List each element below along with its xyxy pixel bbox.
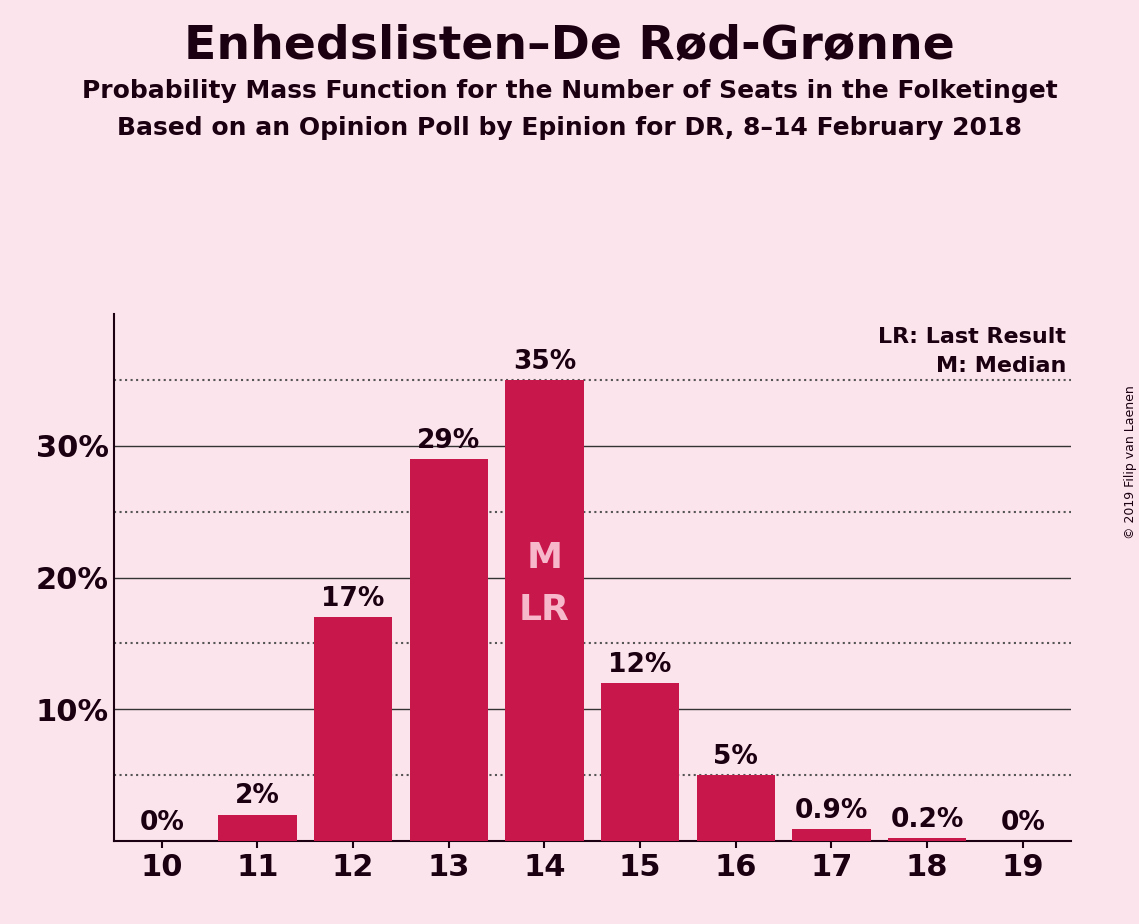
Bar [793, 829, 870, 841]
Bar [219, 815, 296, 841]
Bar [506, 380, 583, 841]
Bar [888, 838, 966, 841]
Text: 0.9%: 0.9% [795, 797, 868, 823]
Text: LR: Last Result: LR: Last Result [878, 327, 1066, 347]
Text: 2%: 2% [235, 784, 280, 809]
Text: 35%: 35% [513, 348, 576, 375]
Bar [410, 459, 487, 841]
Bar [601, 683, 679, 841]
Text: LR: LR [519, 593, 570, 627]
Text: M: M [526, 541, 563, 575]
Bar [314, 617, 392, 841]
Text: M: Median: M: Median [935, 357, 1066, 376]
Bar [697, 775, 775, 841]
Text: 29%: 29% [417, 428, 481, 454]
Text: 17%: 17% [321, 586, 385, 612]
Text: 0%: 0% [139, 809, 185, 835]
Text: 12%: 12% [608, 651, 672, 677]
Text: 5%: 5% [713, 744, 759, 770]
Text: © 2019 Filip van Laenen: © 2019 Filip van Laenen [1124, 385, 1137, 539]
Text: Enhedslisten–De Rød-Grønne: Enhedslisten–De Rød-Grønne [185, 23, 954, 68]
Text: 0%: 0% [1000, 809, 1046, 835]
Text: Probability Mass Function for the Number of Seats in the Folketinget: Probability Mass Function for the Number… [82, 79, 1057, 103]
Text: Based on an Opinion Poll by Epinion for DR, 8–14 February 2018: Based on an Opinion Poll by Epinion for … [117, 116, 1022, 140]
Text: 0.2%: 0.2% [891, 807, 964, 833]
